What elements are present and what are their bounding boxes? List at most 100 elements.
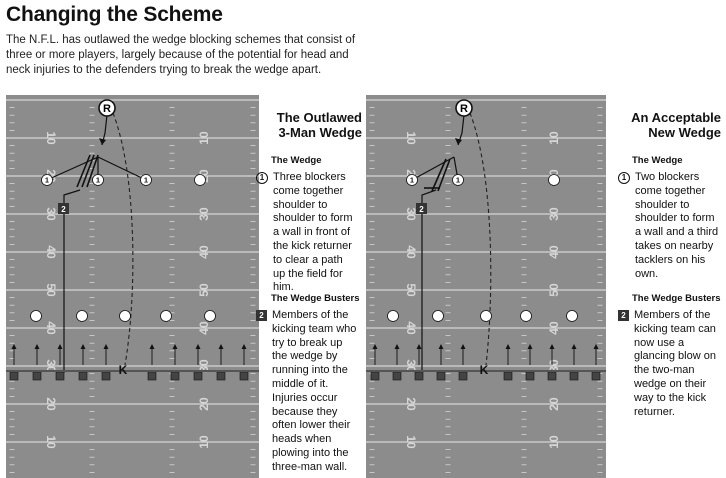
kicking-team-player <box>591 371 601 381</box>
yard-number: 30 <box>404 207 418 221</box>
wedge-wall-mark <box>437 158 451 192</box>
arrow-icon <box>57 344 63 349</box>
front-line-player <box>160 310 172 322</box>
busters-description: Members of the kicking team who try to b… <box>272 309 357 473</box>
panel-acceptable: An Acceptable New Wedge The Wedge 1 Two … <box>616 110 721 476</box>
buster-marker-icon: 2 <box>618 310 629 321</box>
busters-heading: The Wedge Busters <box>271 293 360 304</box>
kicker-label: K <box>119 363 128 377</box>
yard-number: 20 <box>197 397 211 411</box>
front-line-player <box>76 310 88 322</box>
panel-title: An Acceptable New Wedge <box>631 110 721 140</box>
wedge-blocker-label: 1 <box>410 176 414 185</box>
kicking-team-player <box>414 371 424 381</box>
arrow-icon <box>438 344 444 349</box>
kicker-label: K <box>480 363 489 377</box>
wedge-blocker <box>452 174 464 186</box>
buster-route <box>63 189 81 373</box>
kicking-team-player <box>436 371 446 381</box>
wedge-blocker <box>140 174 152 186</box>
kicking-team-player <box>170 371 180 381</box>
front-line-player <box>432 310 444 322</box>
kicking-team-player <box>392 371 402 381</box>
arrow-icon <box>460 344 466 349</box>
yard-number: 10 <box>197 435 211 449</box>
yard-number: 10 <box>404 131 418 145</box>
yard-number: 10 <box>547 435 561 449</box>
wedge-blocker-label: 1 <box>144 176 148 185</box>
kickoff-line <box>366 370 606 372</box>
kicking-team-player <box>9 371 19 381</box>
front-line-player <box>30 310 42 322</box>
yard-number: 40 <box>547 321 561 335</box>
wedge-buster-label: 2 <box>419 205 424 214</box>
arrow-icon <box>99 138 106 145</box>
panel-title: The Outlawed 3-Man Wedge <box>276 110 362 140</box>
panel-outlawed: The Outlawed 3-Man Wedge The Wedge 1 Thr… <box>256 110 362 476</box>
arrow-icon <box>34 344 40 349</box>
yard-number: 50 <box>547 283 561 297</box>
field-diagram-outlawed: 101020203030404050504040303020201010R111… <box>6 95 259 478</box>
returner-label: R <box>460 103 468 115</box>
kicking-team-player <box>32 371 42 381</box>
kicking-team-player <box>101 371 111 381</box>
arrow-icon <box>218 344 224 349</box>
kicking-team-player <box>216 371 226 381</box>
yard-number: 10 <box>44 435 58 449</box>
turf <box>366 95 606 478</box>
wedge-blocker <box>92 174 104 186</box>
returner-label: R <box>103 103 111 115</box>
busters-heading: The Wedge Busters <box>632 293 721 304</box>
wedge-buster-player <box>58 203 69 214</box>
busters-item: 2 Members of the kicking team can now us… <box>618 309 720 419</box>
front-line-player <box>520 310 532 322</box>
arrow-icon <box>241 344 247 349</box>
yard-number: 50 <box>197 283 211 297</box>
yard-number: 30 <box>404 359 418 373</box>
yard-number: 40 <box>404 321 418 335</box>
yard-number: 40 <box>44 321 58 335</box>
yard-number: 30 <box>547 359 561 373</box>
kicking-team-player <box>569 371 579 381</box>
returner-player <box>98 99 116 117</box>
arrow-icon <box>571 344 577 349</box>
kicking-team-player <box>55 371 65 381</box>
yard-number: 40 <box>404 245 418 259</box>
yard-number: 30 <box>547 207 561 221</box>
wedge-item: 1 Two blockers come together shoulder to… <box>618 171 720 281</box>
yard-number: 50 <box>44 283 58 297</box>
yard-number: 20 <box>44 397 58 411</box>
front-line-player <box>119 310 131 322</box>
yard-number: 30 <box>44 359 58 373</box>
arrow-icon <box>372 344 378 349</box>
arrow-icon <box>593 344 599 349</box>
yard-number: 40 <box>547 245 561 259</box>
buster-route <box>421 189 437 373</box>
wedge-blocker-label: 1 <box>456 176 460 185</box>
yard-number: 40 <box>44 245 58 259</box>
wedge-blocker-label: 1 <box>45 176 49 185</box>
arrow-icon <box>505 344 511 349</box>
wedge-wall-mark <box>76 154 91 188</box>
yard-number: 20 <box>547 397 561 411</box>
kickoff-line <box>6 370 259 372</box>
wedge-wall-mark <box>86 154 99 188</box>
page-title: Changing the Scheme <box>6 3 223 26</box>
returner-route-dashed <box>469 112 492 366</box>
kicking-team-player <box>239 371 249 381</box>
blocker-marker-icon: 1 <box>256 172 268 184</box>
wedge-wall-mark <box>81 154 95 188</box>
yard-number: 40 <box>197 245 211 259</box>
yard-number: 30 <box>197 207 211 221</box>
arrow-icon <box>549 344 555 349</box>
yard-number: 30 <box>44 207 58 221</box>
kicking-team-player <box>193 371 203 381</box>
blocker-route <box>411 156 455 181</box>
arrow-icon <box>195 344 201 349</box>
arrow-icon <box>172 344 178 349</box>
front-line-player <box>204 310 216 322</box>
kicking-team-player <box>547 371 557 381</box>
busters-item: 2 Members of the kicking team who try to… <box>256 309 358 475</box>
blocker-route <box>46 156 99 181</box>
arrow-icon <box>11 344 17 349</box>
